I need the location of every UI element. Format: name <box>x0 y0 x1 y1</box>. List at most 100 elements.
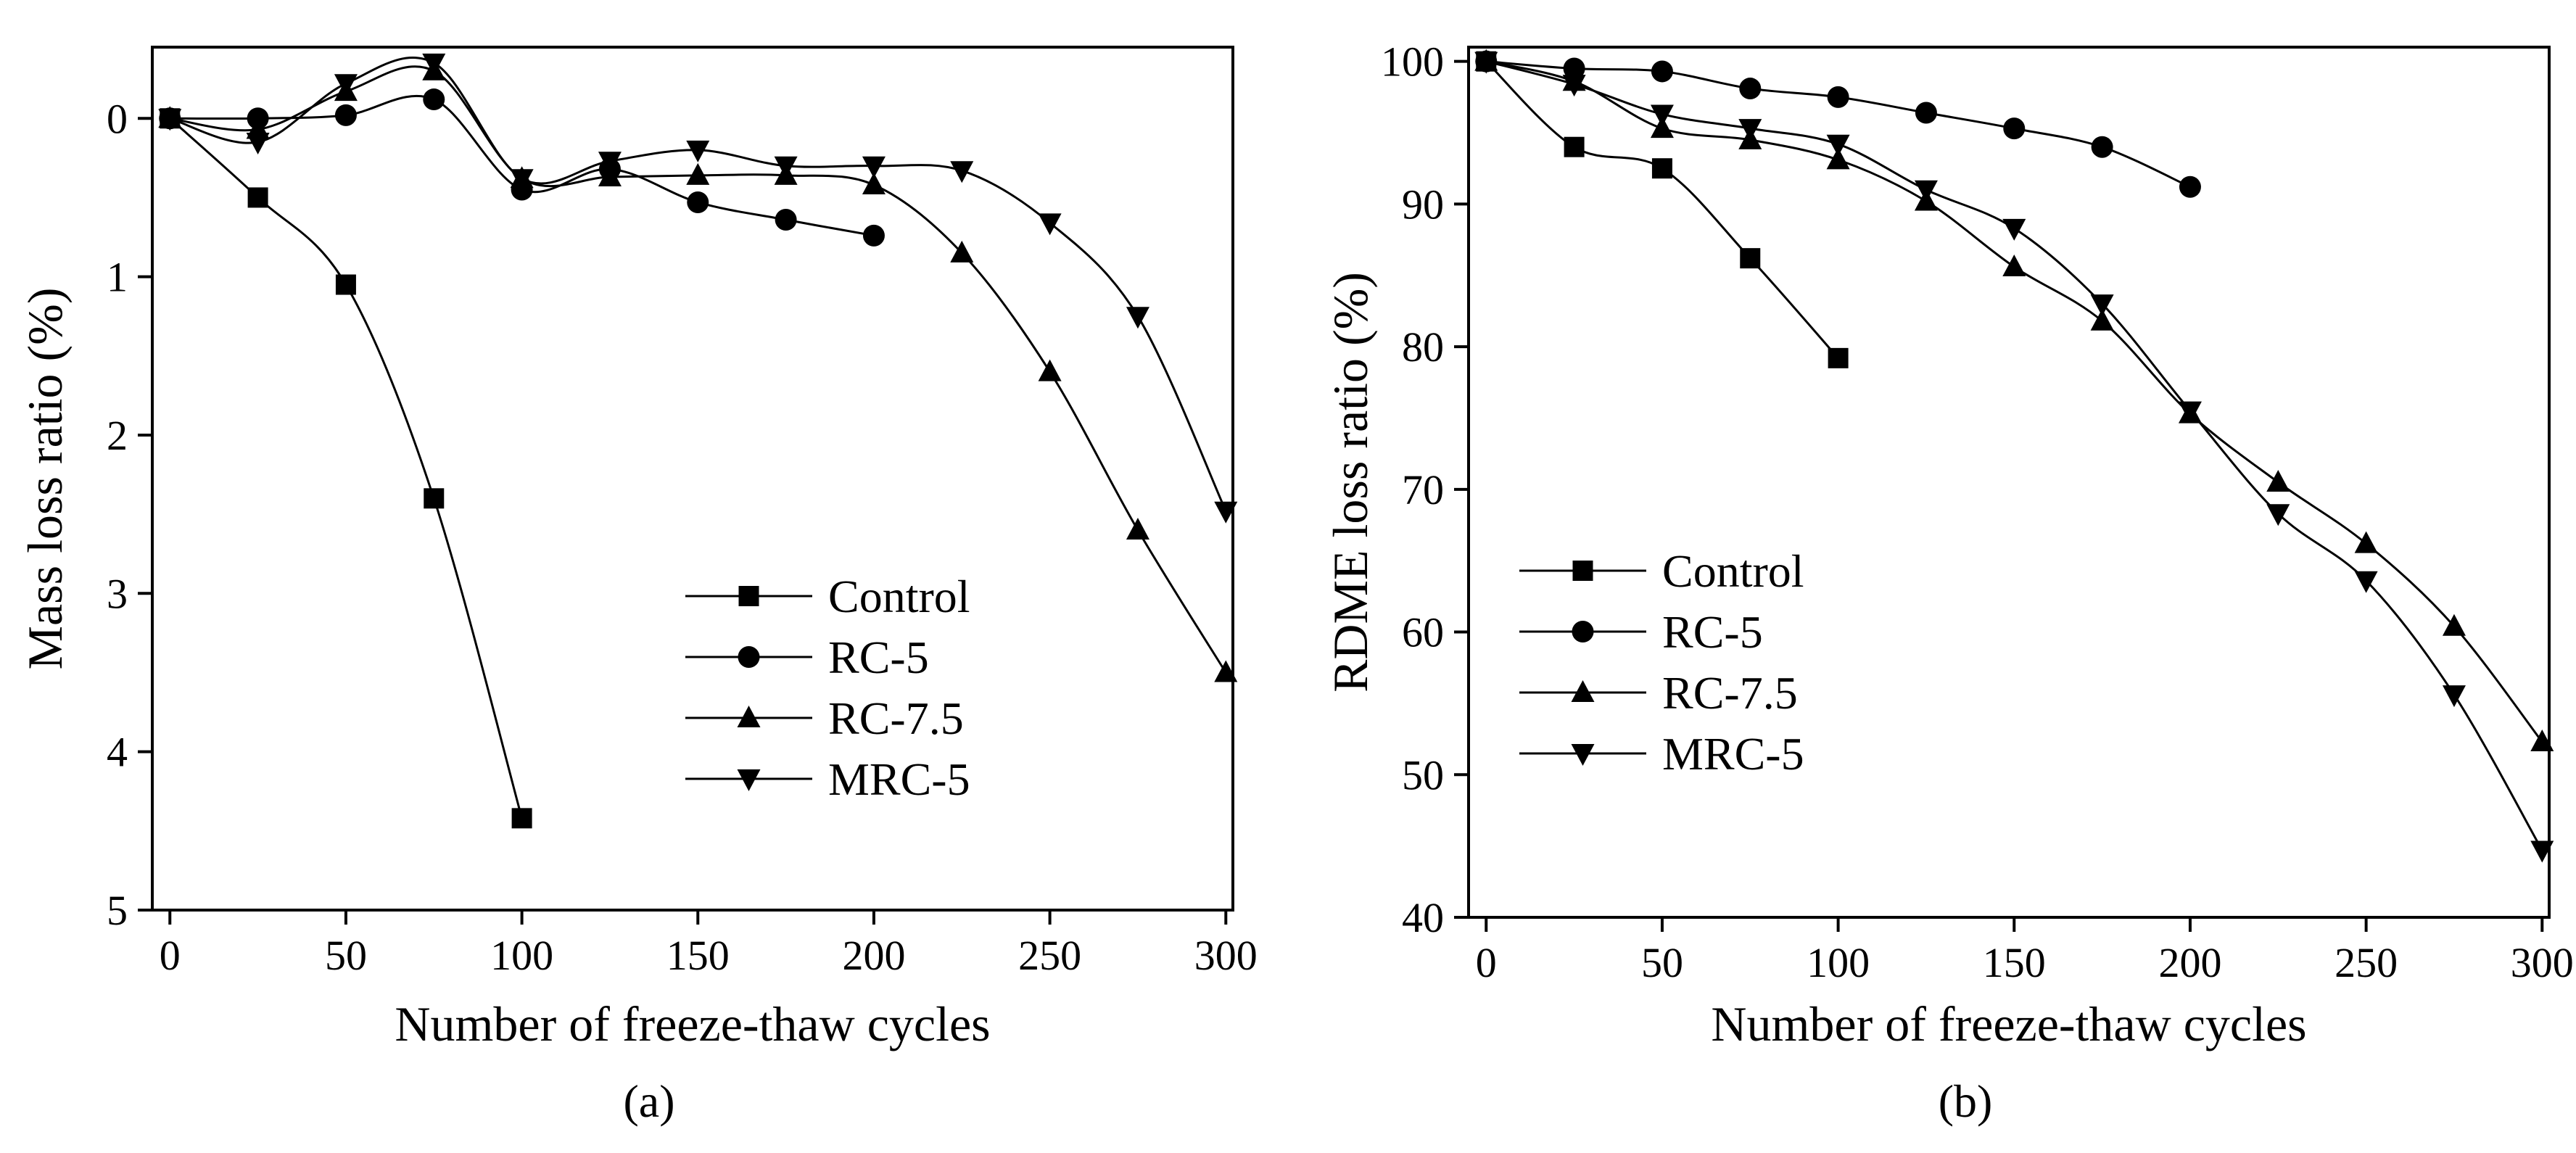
marker-b-rc-7-5-9 <box>2266 470 2290 492</box>
legend-label-a-rc-5: RC-5 <box>828 632 929 683</box>
y-tick-label-a-1: 1 <box>107 254 128 301</box>
marker-a-mrc-5-2 <box>334 74 358 96</box>
marker-a-rc-5-8 <box>862 224 885 247</box>
series-a-mrc-5 <box>158 53 1238 524</box>
marker-a-control-3 <box>424 488 445 509</box>
y-tick-label-b-1: 50 <box>1402 751 1444 798</box>
marker-a-mrc-5-7 <box>774 156 798 178</box>
marker-a-control-4 <box>511 808 532 829</box>
marker-b-control-4 <box>1828 347 1849 368</box>
marker-a-rc-7-5-6 <box>686 162 710 185</box>
marker-a-mrc-5-4 <box>510 169 534 191</box>
marker-b-rc-7-5-6 <box>2002 254 2026 276</box>
series-line-a-rc-7-5 <box>170 65 1227 674</box>
series-b-rc-7-5 <box>1474 49 2554 752</box>
marker-b-mrc-5-9 <box>2266 504 2290 526</box>
marker-a-rc-7-5-11 <box>1126 517 1149 540</box>
panel-a: 0 50 100 150 200 250 300 0 1 2 3 4 5 Number of freeze… <box>17 46 1258 1127</box>
marker-b-rc-7-5-10 <box>2354 531 2378 553</box>
marker-b-rc-7-5-2 <box>1650 116 1674 139</box>
x-axis-title-b: Number of freeze-thaw cycles <box>1711 996 2306 1051</box>
marker-legend-a-rc-7-5-0 <box>737 706 761 727</box>
x-tick-label-b-1: 50 <box>1641 939 1683 986</box>
marker-b-rc-7-5-11 <box>2442 613 2466 636</box>
series-b-rc-5 <box>1475 50 2201 198</box>
marker-b-mrc-5-10 <box>2354 571 2378 593</box>
marker-b-rc-5-3 <box>1739 78 1762 100</box>
x-tick-label-a-3: 150 <box>666 932 730 979</box>
y-tick-label-b-2: 60 <box>1402 609 1444 656</box>
series-a-rc-7-5 <box>158 58 1238 682</box>
marker-b-mrc-5-6 <box>2002 218 2026 241</box>
marker-b-rc-5-8 <box>2179 175 2201 198</box>
marker-b-control-1 <box>1564 136 1585 157</box>
marker-a-control-2 <box>335 274 356 295</box>
marker-a-mrc-5-1 <box>246 133 270 155</box>
marker-a-mrc-5-11 <box>1126 307 1149 329</box>
series-line-a-rc-5 <box>170 94 875 237</box>
plot-frame-a <box>151 46 1234 912</box>
marker-a-rc-5-2 <box>334 104 357 126</box>
legend-label-b-rc-7-5: RC-7.5 <box>1662 667 1798 719</box>
legend-label-b-mrc-5: MRC-5 <box>1662 728 1804 780</box>
x-tick-label-a-1: 50 <box>325 932 367 979</box>
y-tick-label-a-2: 2 <box>107 412 128 459</box>
series-b-control <box>1476 51 1849 368</box>
series-line-a-mrc-5 <box>169 57 1227 512</box>
y-axis-title-a: Mass loss ratio (%) <box>17 288 73 670</box>
marker-b-rc-5-4 <box>1827 86 1849 108</box>
x-tick-label-a-5: 250 <box>1018 932 1081 979</box>
series-b-mrc-5 <box>1474 51 2554 863</box>
x-tick-label-b-0: 0 <box>1476 939 1497 986</box>
y-tick-label-b-5: 90 <box>1402 181 1444 228</box>
y-tick-label-b-3: 70 <box>1402 466 1444 513</box>
series-line-b-mrc-5 <box>1485 60 2543 851</box>
marker-a-rc-7-5-8 <box>862 172 886 194</box>
marker-a-rc-7-5-12 <box>1214 660 1238 682</box>
series-line-b-rc-7-5 <box>1485 60 2543 743</box>
y-tick-label-a-4: 4 <box>107 729 128 776</box>
marker-a-mrc-5-9 <box>950 161 974 183</box>
x-axis-title-a: Number of freeze-thaw cycles <box>395 996 990 1051</box>
marker-b-rc-5-1 <box>1563 57 1585 80</box>
marker-a-rc-7-5-9 <box>950 240 974 263</box>
y-tick-label-a-0: 0 <box>107 95 128 142</box>
marker-b-mrc-5-8 <box>2178 401 2202 423</box>
marker-a-rc-5-6 <box>687 191 709 213</box>
marker-b-mrc-5-4 <box>1826 134 1850 157</box>
legend-label-a-control: Control <box>828 571 970 622</box>
marker-b-mrc-5-2 <box>1650 104 1674 127</box>
marker-b-control-2 <box>1651 158 1672 179</box>
marker-legend-a-mrc-5-0 <box>737 769 761 791</box>
x-tick-label-b-5: 250 <box>2334 939 2398 986</box>
x-tick-label-b-2: 100 <box>1807 939 1870 986</box>
marker-legend-b-rc-7-5-0 <box>1571 680 1595 702</box>
marker-b-rc-5-6 <box>2003 117 2026 140</box>
y-tick-label-a-3: 3 <box>107 570 128 617</box>
marker-a-mrc-5-3 <box>422 53 446 75</box>
marker-a-mrc-5-0 <box>158 109 182 131</box>
marker-a-rc-7-5-10 <box>1038 359 1062 381</box>
marker-a-rc-5-3 <box>423 88 445 111</box>
x-tick-label-a-6: 300 <box>1194 932 1258 979</box>
marker-a-mrc-5-8 <box>862 156 886 178</box>
panel-label-a: (a) <box>623 1075 674 1127</box>
plot-frame-b <box>1467 46 2551 919</box>
x-tick-label-b-3: 150 <box>1983 939 2046 986</box>
x-tick-label-a-2: 100 <box>490 932 553 979</box>
marker-legend-a-rc-5-0 <box>738 646 760 668</box>
marker-legend-b-mrc-5-0 <box>1571 744 1595 766</box>
marker-b-mrc-5-3 <box>1738 119 1762 141</box>
marker-b-control-3 <box>1740 248 1761 269</box>
marker-a-rc-5-7 <box>775 209 797 231</box>
marker-b-mrc-5-1 <box>1562 75 1586 97</box>
marker-a-mrc-5-12 <box>1214 501 1238 524</box>
marker-b-rc-5-5 <box>1915 102 1937 124</box>
marker-legend-b-control-0 <box>1572 561 1593 581</box>
marker-b-rc-7-5-7 <box>2090 308 2114 331</box>
x-tick-label-b-4: 200 <box>2158 939 2221 986</box>
legend-a: Control RC-5 RC-7.5 MRC-5 <box>685 571 970 805</box>
series-a-control <box>160 108 532 829</box>
y-tick-label-b-6: 100 <box>1381 38 1444 86</box>
